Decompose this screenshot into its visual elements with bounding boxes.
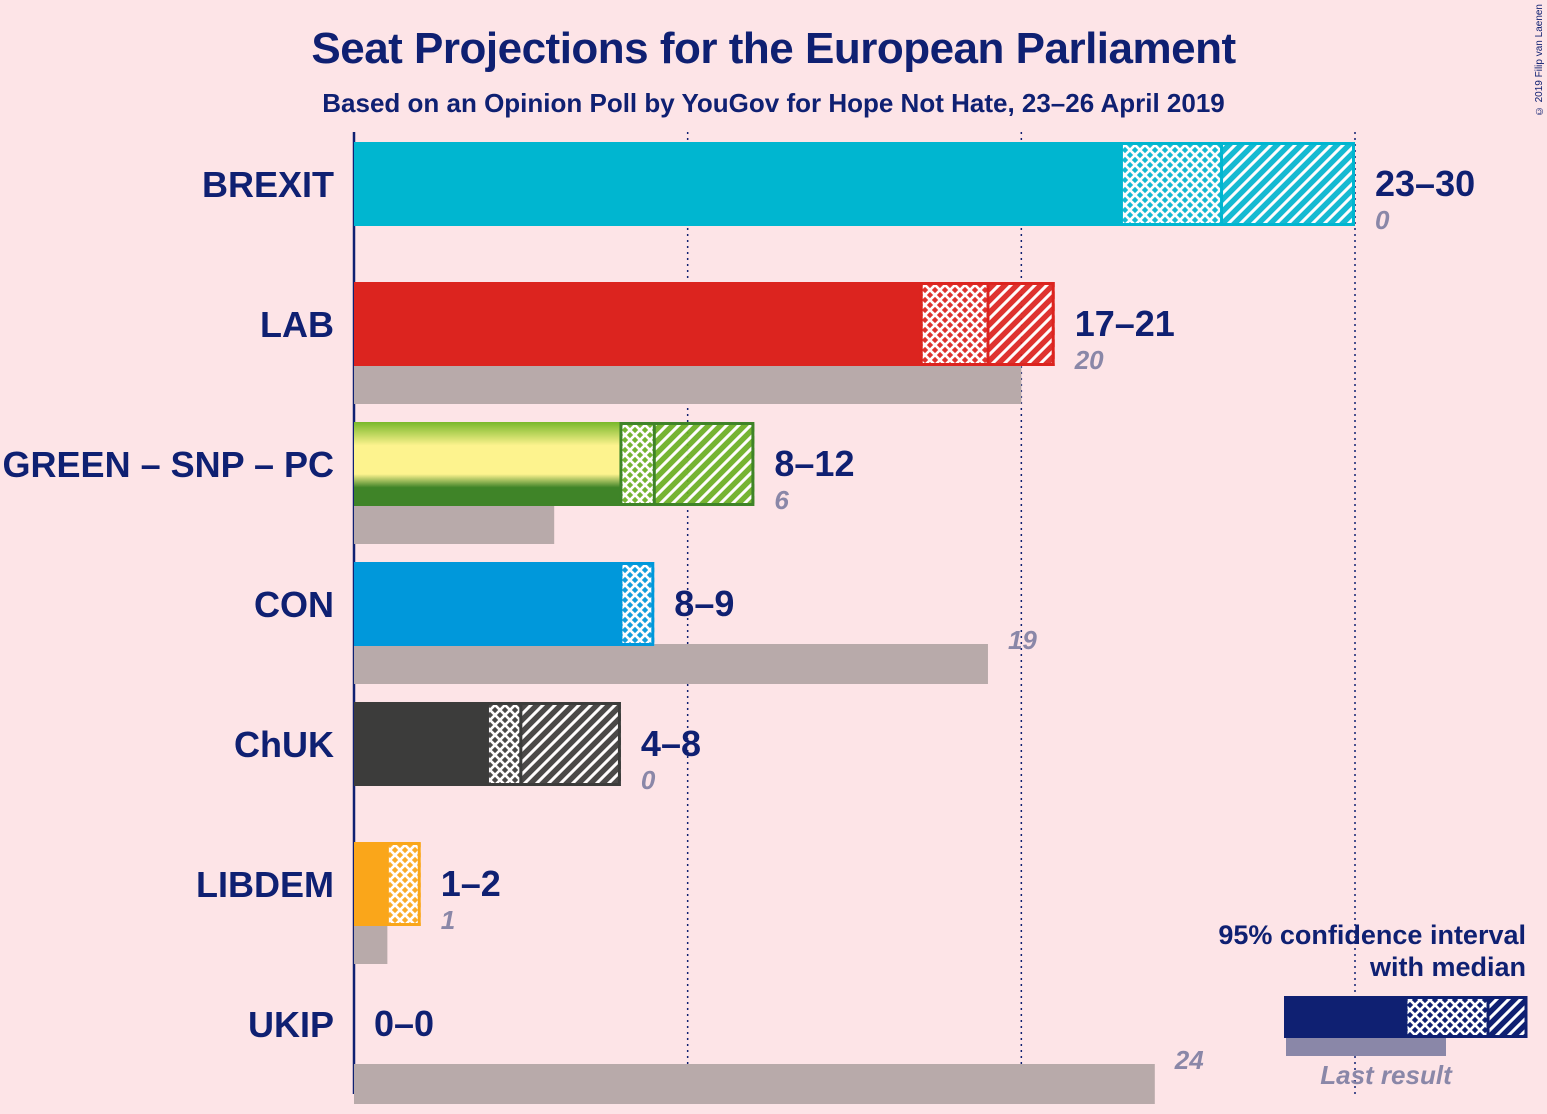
bar-lower-segment <box>354 422 621 506</box>
ci-outline <box>619 562 655 646</box>
bar-cross-segment <box>921 282 988 366</box>
ci-outline <box>619 422 755 506</box>
bar-cross-segment <box>620 562 655 646</box>
range-label: 17–21 <box>1075 303 1175 344</box>
last-result-bar <box>354 644 988 684</box>
range-label: 8–12 <box>774 443 854 484</box>
range-label: 8–9 <box>674 583 734 624</box>
bar-cross-segment <box>620 422 655 506</box>
bars <box>354 142 1356 1104</box>
last-result-label: 24 <box>1174 1045 1204 1075</box>
bar-lower-segment <box>354 702 488 786</box>
bar-cross-segment <box>1121 142 1222 226</box>
party-label: CON <box>254 584 334 625</box>
last-result-bar <box>354 504 555 544</box>
bar-lower-segment <box>354 142 1122 226</box>
legend-title-line2: with median <box>1369 952 1526 982</box>
party-label: GREEN – SNP – PC <box>3 444 334 485</box>
bar-lower-segment <box>354 282 922 366</box>
last-result-bar <box>354 924 388 964</box>
bar-cross-segment <box>387 842 421 926</box>
legend-cross-segment <box>1406 996 1488 1038</box>
party-label: BREXIT <box>202 164 334 205</box>
last-result-bar <box>354 1064 1155 1104</box>
ci-outline <box>485 702 621 786</box>
bar-lower-segment <box>354 842 388 926</box>
range-label: 23–30 <box>1375 163 1475 204</box>
chart-subtitle: Based on an Opinion Poll by YouGov for H… <box>322 88 1225 118</box>
legend-solid-segment <box>1284 996 1406 1038</box>
party-label: LAB <box>260 304 334 345</box>
last-result-label: 0 <box>641 765 656 795</box>
ci-outline <box>1119 142 1356 226</box>
last-result-bar <box>354 364 1022 404</box>
bar-cross-segment <box>487 702 521 786</box>
legend-hatch-segment <box>1488 996 1526 1038</box>
last-result-label: 6 <box>774 485 789 515</box>
range-label: 1–2 <box>441 863 501 904</box>
last-result-label: 19 <box>1008 625 1037 655</box>
bar-hatch-segment <box>520 702 621 786</box>
legend-title-line1: 95% confidence interval <box>1218 920 1526 950</box>
last-result-label: 20 <box>1074 345 1104 375</box>
chart-title: Seat Projections for the European Parlia… <box>311 24 1236 73</box>
legend-ci-outline <box>1404 996 1528 1038</box>
legend-last-result-label: Last result <box>1320 1060 1453 1090</box>
last-result-label: 0 <box>1375 205 1390 235</box>
last-result-label: 1 <box>441 905 455 935</box>
ci-outline <box>919 282 1055 366</box>
ci-outline <box>385 842 421 926</box>
bar-hatch-segment <box>987 282 1055 366</box>
bar-hatch-segment <box>654 422 755 506</box>
range-label: 4–8 <box>641 723 701 764</box>
bar-lower-segment <box>354 562 621 646</box>
party-label: ChUK <box>234 724 334 765</box>
party-label: LIBDEM <box>196 864 334 905</box>
range-label: 0–0 <box>374 1003 434 1044</box>
party-label: UKIP <box>248 1004 334 1045</box>
bar-hatch-segment <box>1221 142 1355 226</box>
